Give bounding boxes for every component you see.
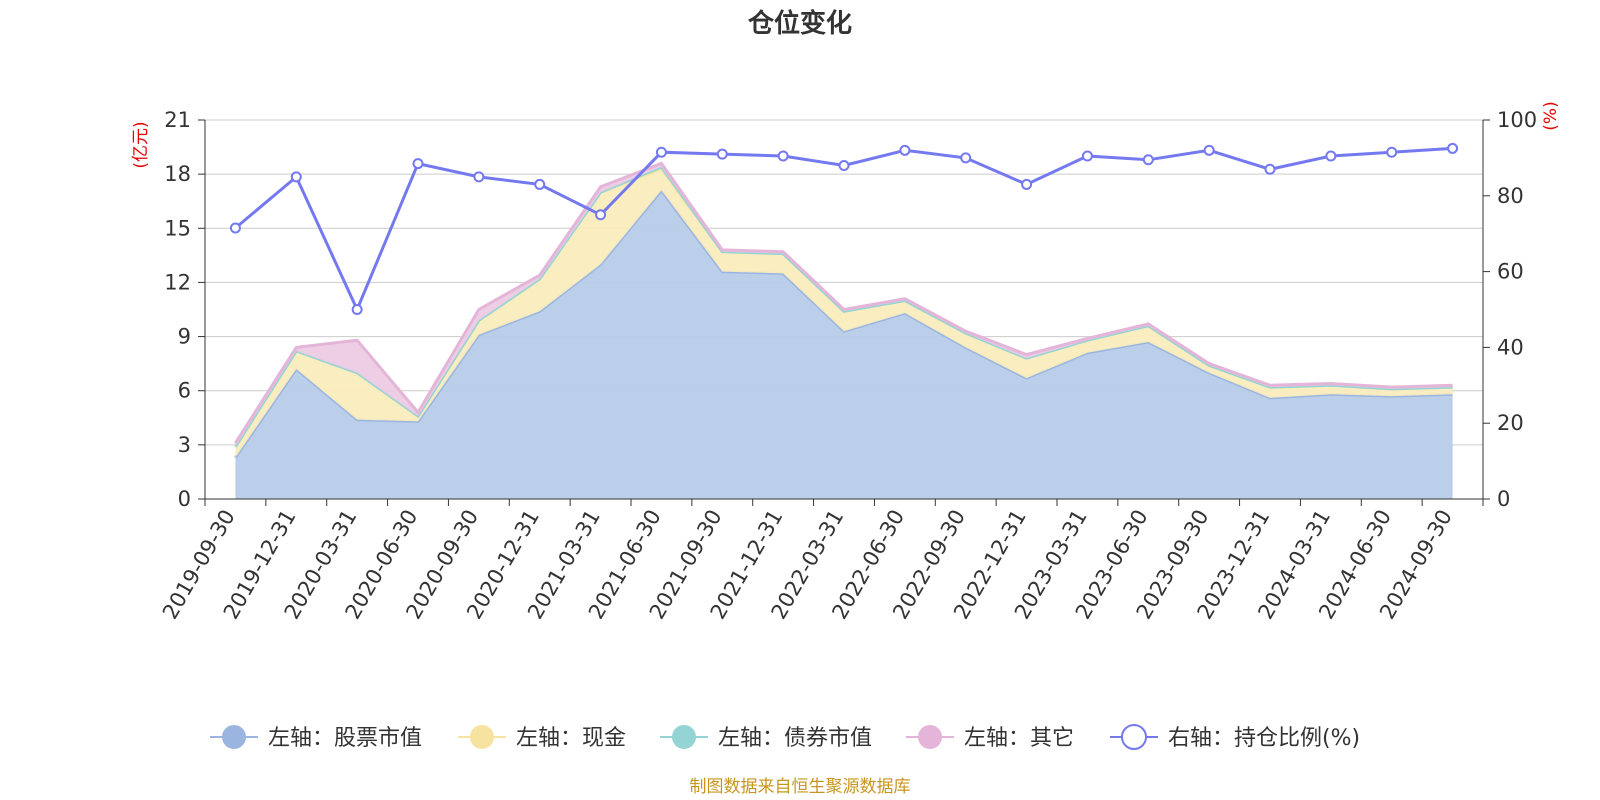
ratio-point xyxy=(655,146,667,158)
left-axis-tick-label: 12 xyxy=(164,270,191,294)
legend-marker xyxy=(918,725,942,749)
ratio-point xyxy=(1142,154,1154,166)
ratio-point xyxy=(1081,150,1093,162)
stacked-areas xyxy=(234,161,1453,499)
legend[interactable]: 左轴：股票市值 左轴：现金 左轴：债券市值 左轴：其它 右轴：持仓比例(%) xyxy=(210,724,1360,751)
ratio-point xyxy=(351,304,363,315)
left-axis-tick-label: 21 xyxy=(164,108,191,132)
left-axis-tick-label: 9 xyxy=(178,325,191,349)
legend-marker xyxy=(470,725,494,749)
ratio-point xyxy=(960,152,972,164)
legend-label: 左轴：股票市值 xyxy=(268,726,422,751)
legend-label: 左轴：债券市值 xyxy=(718,726,872,751)
legend-marker xyxy=(672,725,696,749)
legend-marker xyxy=(222,725,246,749)
ratio-point xyxy=(1021,178,1033,190)
ratio-point xyxy=(1264,163,1276,175)
ratio-line-layer xyxy=(229,142,1459,315)
legend-item-bond[interactable]: 左轴：债券市值 xyxy=(660,725,872,751)
legend-item-ratio[interactable]: 右轴：持仓比例(%) xyxy=(1110,724,1360,751)
ratio-point xyxy=(595,209,607,221)
right-axis-tick-label: 80 xyxy=(1497,184,1524,208)
left-axis-tick-label: 6 xyxy=(178,379,191,403)
legend-label: 左轴：其它 xyxy=(964,726,1074,751)
left-axis-unit: (亿元) xyxy=(131,121,151,168)
left-axis-tick-label: 0 xyxy=(178,487,191,511)
other-area-edge xyxy=(234,161,1453,444)
right-axis-tick-label: 20 xyxy=(1497,411,1524,435)
ratio-point xyxy=(412,158,424,170)
chart-title: 仓位变化 xyxy=(747,8,852,39)
left-axis-tick-label: 18 xyxy=(164,162,191,186)
ratio-point xyxy=(290,171,302,183)
ratio-point xyxy=(838,159,850,171)
ratio-point xyxy=(777,150,789,162)
ratio-point xyxy=(1203,144,1215,156)
right-axis-tick-label: 40 xyxy=(1497,335,1524,359)
ratio-point xyxy=(899,144,911,156)
ratio-point xyxy=(229,222,241,234)
ratio-point xyxy=(1447,142,1459,154)
ratio-point xyxy=(1325,150,1337,162)
stock-area xyxy=(235,190,1453,499)
ratio-point xyxy=(534,178,546,190)
left-axis-tick-label: 15 xyxy=(164,216,191,240)
legend-item-other[interactable]: 左轴：其它 xyxy=(906,725,1074,751)
legend-label: 左轴：现金 xyxy=(516,726,626,751)
right-axis-tick-label: 100 xyxy=(1497,108,1537,132)
legend-label: 右轴：持仓比例(%) xyxy=(1168,726,1360,751)
ratio-point xyxy=(473,171,485,183)
right-axis-tick-label: 0 xyxy=(1497,487,1510,511)
right-axis-unit: (%) xyxy=(1541,101,1561,130)
legend-item-stock[interactable]: 左轴：股票市值 xyxy=(210,725,422,751)
ratio-point xyxy=(716,148,728,160)
left-axis-tick-label: 3 xyxy=(178,433,191,457)
ratio-point xyxy=(1386,146,1398,158)
legend-item-cash[interactable]: 左轴：现金 xyxy=(458,725,626,751)
legend-marker xyxy=(1121,724,1147,750)
source-note: 制图数据来自恒生聚源数据库 xyxy=(690,777,911,797)
right-axis-tick-label: 60 xyxy=(1497,260,1524,284)
cash-area xyxy=(235,168,1453,458)
